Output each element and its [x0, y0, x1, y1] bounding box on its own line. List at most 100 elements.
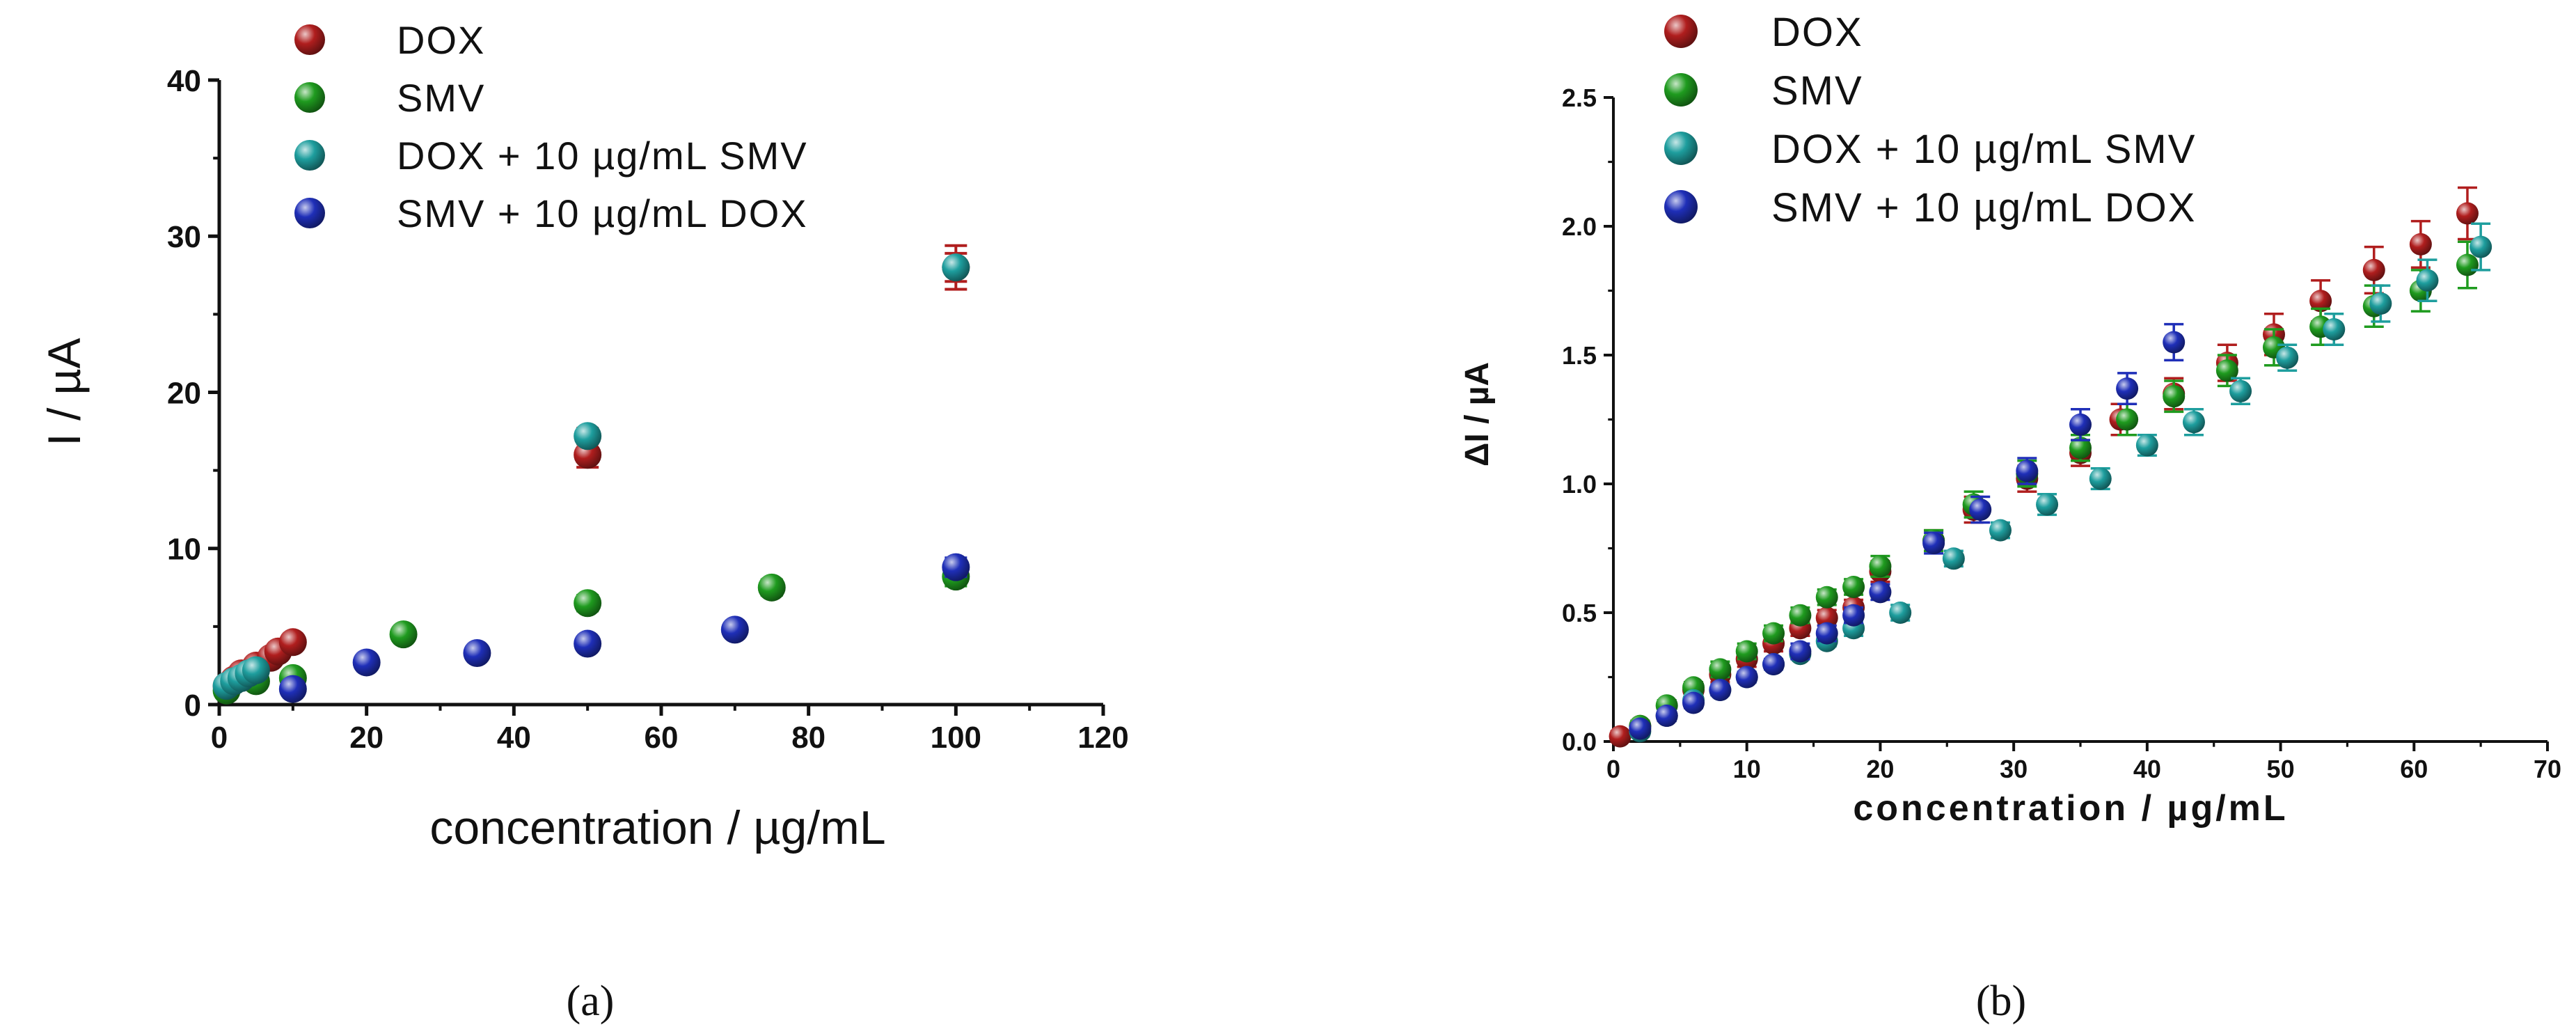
data-point [1922, 532, 1945, 555]
y-tick-label: 0.5 [1562, 599, 1597, 627]
data-point [2116, 408, 2139, 431]
x-tick-label: 70 [2534, 755, 2561, 783]
x-tick-label: 40 [2133, 755, 2161, 783]
legend-label: DOX + 10 µg/mL SMV [397, 134, 808, 178]
data-point [1815, 606, 1838, 629]
data-point [1762, 653, 1785, 675]
x-tick-label: 0 [1606, 755, 1620, 783]
data-point [1655, 705, 1678, 727]
data-point [1842, 604, 1865, 627]
y-tick-label: 10 [167, 533, 201, 567]
series-a-2 [212, 251, 970, 700]
legend-label: DOX [1771, 10, 1863, 55]
legend-label: DOX + 10 µg/mL SMV [1771, 127, 2196, 172]
y-tick-label: 1.5 [1562, 341, 1597, 370]
data-point [2163, 331, 2186, 354]
x-tick-label: 20 [349, 721, 384, 755]
data-point [1969, 499, 1992, 521]
data-point [2416, 269, 2439, 292]
series-a-3 [278, 553, 970, 703]
data-point [1815, 586, 1838, 609]
data-point [2362, 258, 2385, 281]
data-point [1942, 547, 1965, 570]
data-point [1762, 622, 1785, 645]
y-tick-label: 20 [167, 376, 201, 410]
data-point [2409, 233, 2432, 256]
x-tick-label: 80 [791, 721, 825, 755]
data-point [2135, 434, 2158, 457]
data-point [942, 553, 970, 581]
data-point [2069, 437, 2092, 460]
data-point [389, 620, 418, 649]
legend-marker [294, 140, 325, 171]
x-tick-label: 50 [2267, 755, 2295, 783]
data-point [1789, 604, 1812, 627]
panel-b-legend: DOX SMV DOX + 10 µg/mL SMV SMV + 10 µg/mL D… [1664, 10, 2196, 230]
legend-label: DOX [397, 18, 485, 62]
data-point [1735, 640, 1758, 663]
x-tick-label: 30 [2000, 755, 2028, 783]
legend-label: SMV + 10 µg/mL DOX [1771, 185, 2196, 230]
y-tick-label: 2.0 [1562, 212, 1597, 241]
legend-marker [294, 82, 325, 113]
legend-marker [294, 24, 325, 55]
data-point [242, 656, 270, 684]
y-tick-label: 40 [167, 64, 201, 98]
x-tick-label: 0 [211, 721, 228, 755]
panel-a-y-axis-title: I / µA [38, 338, 90, 446]
data-point [278, 675, 307, 703]
legend-marker [294, 198, 325, 228]
panel-a: I / µA concentration / µg/mL (a) 0 20 40 60… [38, 18, 1129, 1025]
panel-b-caption: (b) [1976, 978, 2026, 1025]
legend-marker [1664, 73, 1698, 107]
data-point [1709, 658, 1732, 681]
data-point [2229, 379, 2252, 402]
data-point [1735, 666, 1758, 689]
legend-label: SMV + 10 µg/mL DOX [397, 191, 808, 235]
data-point [2323, 318, 2346, 340]
data-point [574, 422, 602, 450]
data-point [1869, 555, 1892, 578]
data-point [2456, 253, 2479, 276]
legend-label: SMV [1771, 68, 1863, 113]
y-tick-label: 30 [167, 220, 201, 254]
x-tick-label: 120 [1077, 721, 1128, 755]
data-point [2456, 202, 2479, 225]
data-point [2470, 235, 2492, 258]
data-point [1682, 691, 1705, 714]
data-point [2089, 467, 2112, 490]
data-point [2069, 413, 2092, 436]
y-tick-label: 1.0 [1562, 470, 1597, 499]
panel-b-y-axis-title: ΔI / µA [1459, 362, 1496, 466]
panel-a-caption: (a) [567, 978, 615, 1025]
data-point [2309, 290, 2332, 313]
data-point [1789, 640, 1812, 663]
data-point [1815, 622, 1838, 645]
data-point [2182, 411, 2205, 434]
x-tick-label: 40 [497, 721, 531, 755]
series-b-3 [1629, 322, 2186, 740]
data-point [352, 648, 381, 677]
legend-marker [1664, 132, 1698, 165]
y-tick-label: 0.0 [1562, 728, 1597, 756]
x-tick-label: 20 [1866, 755, 1894, 783]
data-point [2116, 377, 2139, 400]
y-tick-label: 2.5 [1562, 84, 1597, 112]
legend-label: SMV [397, 76, 485, 120]
data-point [2036, 493, 2059, 516]
x-tick-label: 60 [645, 721, 679, 755]
data-point [463, 638, 491, 667]
panel-a-x-axis-title: concentration / µg/mL [429, 801, 885, 854]
panel-b-x-axis-title: concentration / µg/mL [1853, 788, 2288, 829]
panel-a-legend: DOX SMV DOX + 10 µg/mL SMV SMV + 10 µg/mL D… [294, 18, 808, 235]
x-tick-label: 60 [2400, 755, 2428, 783]
data-point [2163, 385, 2186, 408]
data-point [574, 589, 602, 618]
data-point [1989, 519, 2012, 542]
data-point [1869, 581, 1892, 604]
legend-marker [1664, 15, 1698, 48]
data-point [2215, 359, 2238, 382]
data-point [2016, 460, 2039, 482]
